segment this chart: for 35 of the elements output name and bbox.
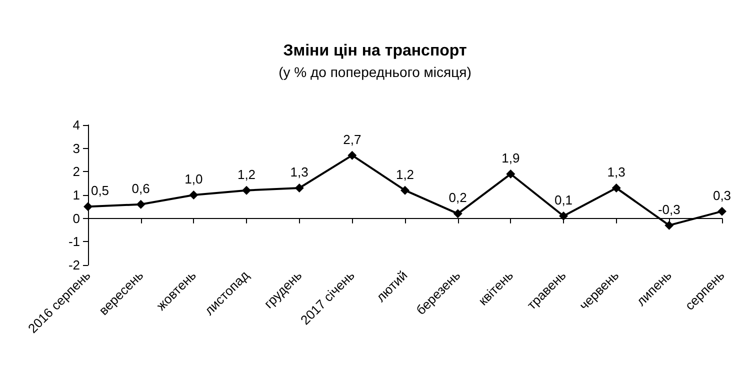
- data-label: 1,2: [237, 166, 256, 182]
- y-tick-label: 4: [72, 118, 80, 132]
- point: [453, 209, 462, 218]
- data-label: 1,3: [290, 164, 308, 180]
- point: [400, 186, 410, 195]
- y-tick-label: 3: [72, 140, 80, 156]
- y-tick-label: 1: [72, 188, 80, 202]
- data-label: 0,5: [90, 183, 110, 198]
- y-tick-label: -1: [68, 234, 80, 250]
- data-label: 0,3: [712, 188, 732, 203]
- point: [612, 184, 621, 192]
- y-tick-label: 0: [72, 210, 80, 226]
- chart-subtitle: (у % до попереднього місяця): [278, 64, 472, 80]
- point: [718, 206, 726, 216]
- data-label: 0,6: [132, 180, 150, 196]
- data-label: 0,2: [448, 190, 467, 206]
- point: [559, 212, 568, 220]
- data-label: 2,7: [343, 132, 362, 147]
- point: [506, 170, 516, 178]
- y-tick-label: -2: [68, 258, 80, 272]
- point: [189, 190, 198, 200]
- point: [136, 200, 146, 209]
- data-label: 1,9: [502, 150, 520, 166]
- point: [348, 150, 357, 160]
- point: [664, 220, 674, 230]
- point: [84, 202, 92, 212]
- data-label: 1,0: [184, 172, 203, 186]
- data-label: -0,3: [658, 202, 680, 217]
- y-tick-label: 2: [72, 164, 80, 180]
- point: [294, 184, 304, 192]
- chart-title: Зміни цін на транспорт: [283, 42, 467, 60]
- point: [242, 186, 251, 195]
- data-label: 0,1: [554, 192, 573, 208]
- data-label: 1,2: [396, 166, 414, 182]
- data-label: 1,3: [607, 164, 626, 180]
